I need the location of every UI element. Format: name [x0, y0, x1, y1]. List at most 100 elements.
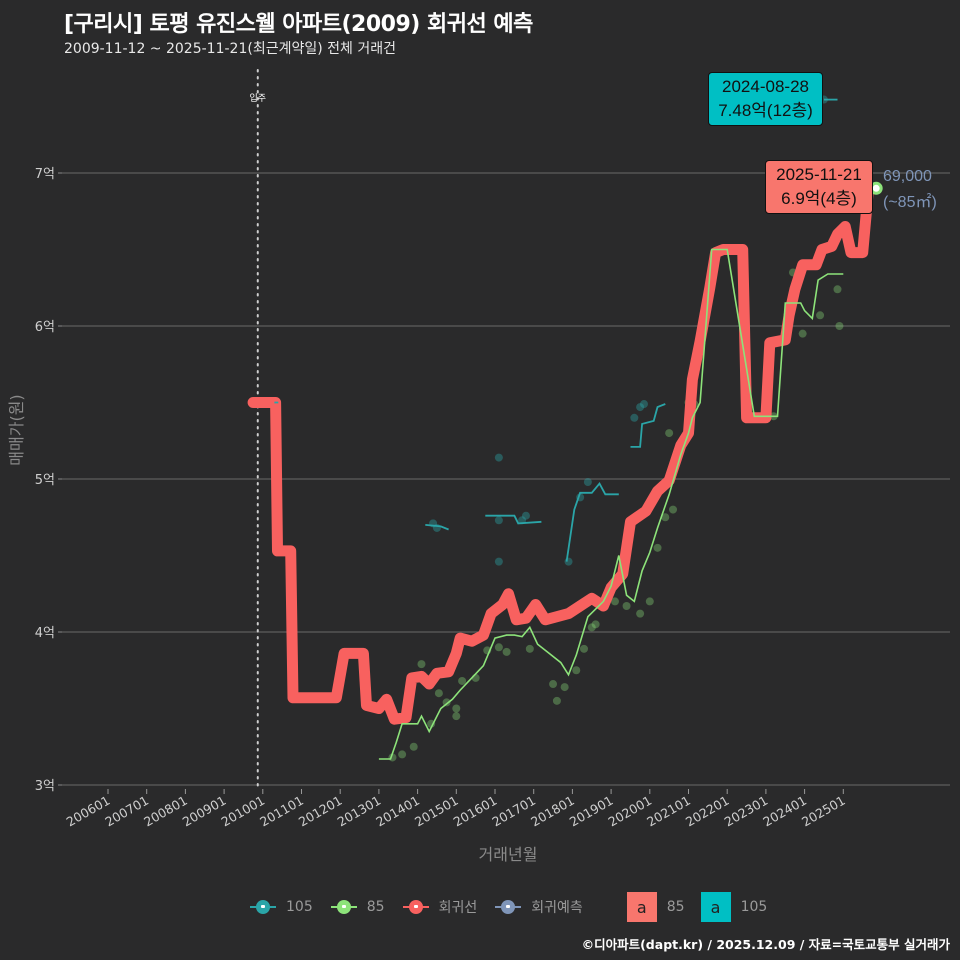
- legend-item-regression[interactable]: 회귀선: [402, 897, 478, 917]
- trade-point-85: [798, 329, 807, 338]
- x-tick-label: 202101: [644, 793, 693, 830]
- y-tick-label: 3억: [35, 779, 55, 794]
- trade-point-85: [560, 683, 569, 692]
- callout-105-date: 2024-08-28: [722, 77, 809, 96]
- x-tick-label: 200901: [180, 793, 229, 830]
- x-tick-label: 201201: [296, 793, 345, 830]
- line-105: [630, 403, 666, 448]
- x-tick-label: 200601: [64, 793, 113, 830]
- x-tick-label: 201001: [218, 793, 267, 830]
- trade-point-85: [572, 666, 581, 675]
- trade-point-85: [833, 285, 842, 294]
- legend-label-prediction: 회귀예측: [531, 900, 583, 916]
- x-axis: 2006012007012008012009012010012011012012…: [64, 789, 848, 829]
- y-tick-label: 7억: [35, 167, 55, 182]
- trade-point-85: [442, 698, 451, 707]
- x-tick-label: 201601: [451, 793, 500, 830]
- x-tick-label: 201101: [257, 793, 306, 830]
- prediction-value: 69,000: [883, 168, 932, 185]
- move-in-vline: 입주: [249, 69, 266, 789]
- x-tick-label: 200801: [141, 793, 190, 830]
- legend-box-85-icon: a: [626, 892, 657, 922]
- trade-point-85: [835, 322, 844, 330]
- legend-item-prediction[interactable]: 회귀예측: [495, 897, 583, 917]
- x-tick-label: 202201: [683, 793, 732, 830]
- trade-point-85: [417, 660, 426, 669]
- x-axis-title: 거래년월: [479, 845, 538, 864]
- line-105: [425, 524, 449, 531]
- x-tick-label: 201401: [373, 793, 422, 830]
- gridlines: [62, 172, 950, 786]
- callout-85-date: 2025-11-21: [776, 165, 862, 184]
- callout-85-latest: 2025-11-21 6.9억(4층): [765, 160, 873, 214]
- trade-point-85: [645, 597, 654, 606]
- trade-point-85: [669, 505, 678, 514]
- legend-key-regression-icon: [402, 897, 429, 917]
- legend-box-105-label: 105: [740, 899, 768, 915]
- callout-105-latest: 2024-08-28 7.48억(12층): [708, 72, 823, 126]
- legend-box-105-icon: a: [700, 892, 731, 922]
- trade-point-85: [622, 601, 631, 610]
- trade-point-105: [521, 511, 530, 520]
- x-tick-label: 200701: [102, 793, 151, 830]
- y-tick-label: 5억: [35, 473, 55, 488]
- trade-point-85: [580, 644, 589, 653]
- x-tick-label: 201801: [528, 793, 577, 830]
- callout-105-price: 7.48억(12층): [718, 101, 813, 120]
- legend-box-85-label: 85: [666, 899, 685, 915]
- trade-point-105: [639, 400, 648, 409]
- x-tick-label: 202001: [605, 793, 654, 830]
- x-tick-label: 202401: [760, 793, 809, 830]
- trade-point-85: [816, 311, 825, 320]
- callout-85-price: 6.9억(4층): [781, 189, 857, 208]
- trade-point-85: [525, 644, 534, 653]
- trade-point-105: [636, 403, 645, 412]
- line-105: [485, 514, 542, 525]
- y-tick-label: 6억: [35, 320, 55, 335]
- series-layer: [247, 95, 883, 762]
- legend-label-105: 105: [286, 899, 313, 915]
- trade-point-105: [494, 557, 503, 566]
- legend-key-105-icon: [250, 897, 276, 917]
- trade-point-85: [409, 742, 418, 751]
- x-tick-label: 202501: [799, 793, 848, 830]
- legend-label-regression: 회귀선: [438, 900, 478, 916]
- trade-point-85: [427, 719, 436, 728]
- page-title: [구리시] 토평 유진스웰 아파트(2009) 회귀선 예측: [64, 12, 533, 37]
- x-tick-label: 201301: [335, 793, 384, 830]
- trade-point-85: [636, 609, 645, 618]
- trade-point-85: [494, 643, 503, 652]
- y-tick-label: 4억: [35, 626, 55, 641]
- y-axis: 3억 4억 5억 6억 7억: [35, 167, 62, 794]
- y-axis-title: 매매가(원): [7, 394, 26, 465]
- trade-point-105: [494, 453, 503, 462]
- trade-point-85: [452, 712, 461, 721]
- trade-point-85: [665, 429, 674, 438]
- legend-label-85: 85: [366, 899, 385, 915]
- trade-point-105: [630, 413, 639, 422]
- page-subtitle: 2009-11-12 ~ 2025-11-21(최근계약일) 전체 거래건: [64, 41, 396, 57]
- trade-point-85: [458, 676, 467, 685]
- legend-key-prediction-icon: [495, 897, 522, 917]
- line-105: [565, 482, 619, 562]
- trade-point-105: [494, 516, 503, 525]
- footer-credit: ©디아파트(dapt.kr) / 2025.12.09 / 자료=국토교통부 실…: [581, 937, 950, 952]
- trade-point-85: [434, 689, 443, 698]
- x-tick-label: 201701: [489, 793, 538, 830]
- line-85: [378, 248, 844, 760]
- x-tick-label: 201501: [412, 793, 461, 830]
- legend-item-85[interactable]: 85: [330, 897, 385, 917]
- legend: 105 85 회귀선 회귀예측 a 85 a 105: [250, 892, 783, 922]
- move-in-label: 입주: [249, 92, 266, 104]
- trade-point-85: [552, 696, 561, 705]
- legend-item-105[interactable]: 105: [250, 897, 313, 917]
- trade-point-85: [452, 704, 461, 713]
- prediction-note: 69,000 (~85㎡): [883, 164, 937, 216]
- trade-point-85: [653, 543, 662, 552]
- trade-point-85: [591, 620, 600, 629]
- prediction-area: (~85㎡): [883, 194, 937, 211]
- trade-point-85: [398, 750, 407, 759]
- trade-point-85: [661, 513, 670, 522]
- trade-point-105: [583, 478, 592, 487]
